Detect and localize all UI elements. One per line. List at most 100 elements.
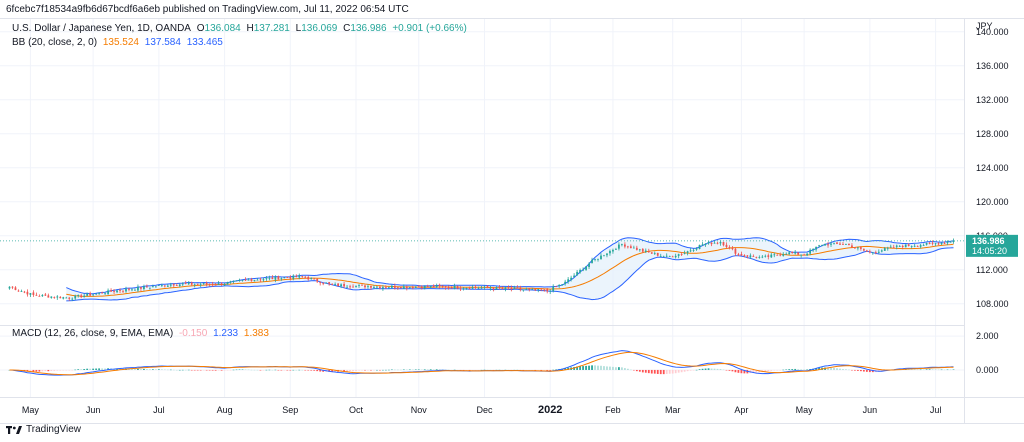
macd-histogram-bar	[277, 369, 280, 371]
candle-body	[531, 288, 534, 290]
macd-histogram-bar	[713, 368, 716, 370]
candle-body	[199, 284, 202, 286]
candle-body	[579, 270, 581, 273]
candle-body	[390, 285, 393, 288]
time-tick-label: Mar	[665, 405, 681, 415]
candle-body	[671, 256, 674, 258]
candle-body	[396, 287, 399, 289]
macd-histogram-bar	[537, 369, 540, 371]
macd-grid	[0, 335, 964, 371]
candle-body	[839, 243, 841, 245]
candle-body	[489, 288, 492, 290]
time-tick-label: 2022	[538, 404, 562, 416]
candle-body	[764, 255, 767, 257]
macd-histogram-bar	[776, 369, 779, 371]
macd-histogram-bar	[414, 369, 417, 370]
candle-body	[898, 246, 901, 247]
macd-histogram-bar	[286, 369, 289, 371]
candle-body	[337, 283, 340, 287]
macd-histogram-bar	[202, 369, 205, 371]
macd-histogram-bar	[922, 369, 925, 371]
macd-histogram-bar	[217, 369, 220, 371]
macd-histogram-bar	[716, 368, 719, 370]
macd-histogram-bar	[220, 369, 223, 371]
candle-body	[149, 287, 151, 289]
macd-histogram-bar	[41, 369, 44, 372]
candle-body	[564, 281, 567, 284]
macd-histogram-bar	[444, 369, 447, 371]
tradingview-footer[interactable]: TradingView	[6, 424, 81, 435]
macd-histogram-bar	[647, 369, 650, 374]
candle-body	[943, 243, 946, 244]
bollinger-basis-line	[66, 243, 954, 297]
macd-histogram-bar	[301, 369, 304, 371]
candle-body	[552, 286, 555, 291]
macd-histogram-bar	[483, 369, 486, 371]
candle-body	[178, 284, 181, 287]
candle-body	[537, 289, 540, 290]
candle-body	[558, 284, 561, 287]
macd-histogram-bar	[396, 369, 399, 371]
macd-histogram-bar	[677, 369, 680, 373]
candle-body	[128, 288, 130, 290]
candle-body	[438, 284, 441, 287]
macd-histogram-bar	[671, 369, 674, 374]
time-tick-label: May	[22, 405, 40, 415]
macd-histogram-bar	[157, 369, 160, 370]
macd-histogram-bar	[98, 368, 101, 370]
candle-body	[376, 286, 378, 288]
candle-body	[56, 296, 59, 298]
macd-histogram-bar	[241, 369, 244, 370]
candle-body	[522, 289, 525, 291]
candle-body	[710, 242, 713, 245]
candle-body	[50, 296, 53, 298]
candle-body	[110, 290, 112, 292]
candle-body	[722, 242, 725, 246]
macd-histogram-bar	[770, 369, 773, 371]
macd-hist-value: -0.150	[178, 328, 208, 339]
macd-histogram-bar	[880, 369, 883, 372]
candle-body	[307, 276, 310, 280]
candles	[8, 238, 955, 302]
candle-body	[196, 283, 199, 285]
macd-histogram-bar	[247, 369, 250, 371]
candle-body	[65, 297, 68, 299]
macd-signal-line	[9, 351, 954, 376]
macd-histogram-bar	[184, 369, 187, 371]
candle-body	[862, 249, 865, 251]
candle-body	[146, 286, 148, 288]
candle-body	[606, 253, 608, 256]
macd-histogram-bar	[77, 369, 80, 370]
macd-histogram-bar	[609, 366, 611, 370]
candle-body	[23, 291, 26, 293]
macd-histogram-bar	[555, 369, 558, 370]
candle-body	[423, 285, 426, 289]
macd-histogram-bar	[865, 369, 868, 372]
candle-body	[854, 247, 856, 249]
macd-histogram-bar	[704, 368, 707, 370]
macd-histogram-bar	[432, 369, 435, 370]
macd-histogram-bar	[618, 367, 620, 370]
candle-body	[922, 245, 925, 246]
macd-histogram-bar	[719, 368, 722, 370]
macd-histogram-bar	[925, 369, 928, 370]
candle-body	[486, 286, 489, 288]
macd-histogram-bar	[456, 369, 459, 371]
macd-histogram-bar	[594, 365, 596, 370]
candle-body	[352, 286, 354, 288]
candle-body	[928, 243, 931, 244]
candle-body	[573, 275, 576, 278]
macd-histogram-bar	[477, 369, 480, 371]
macd-histogram-bar	[426, 369, 429, 370]
macd-histogram-bar	[495, 369, 498, 371]
candle-body	[379, 286, 381, 288]
macd-histogram-bar	[635, 369, 638, 372]
candle-body	[292, 275, 295, 279]
candle-body	[770, 254, 773, 258]
macd-histogram-bar	[274, 369, 277, 371]
candle-body	[268, 277, 271, 279]
candle-body	[32, 292, 35, 295]
candle-body	[555, 286, 558, 288]
